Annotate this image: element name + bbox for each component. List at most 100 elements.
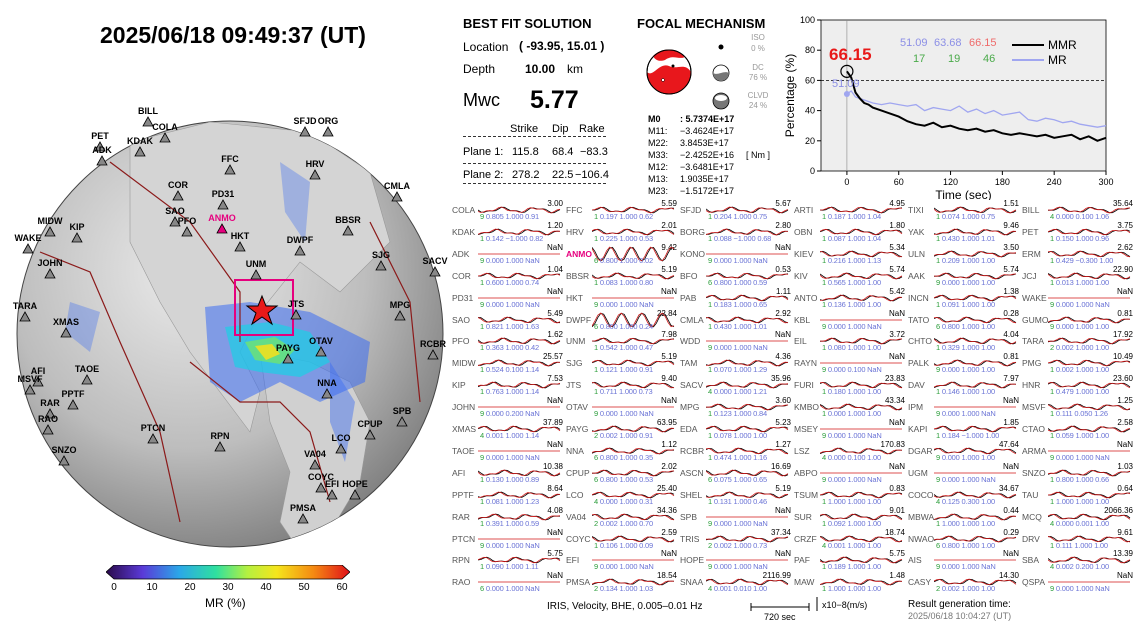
station-label: COYC [308, 472, 335, 482]
waveform-trace [820, 428, 902, 430]
fit-values: 1 1.000 1.000 1.00 [936, 518, 995, 528]
waveform-cell-lco: LCO 25.40 4 0.000 1.000 0.31 [564, 484, 678, 506]
station-label: KIP [69, 222, 84, 232]
waveform-cell-cpup: CPUP 2.02 6 0.800 1.000 0.53 [564, 462, 678, 484]
waveform-cell-sfjd: SFJD 5.67 1 0.204 1.000 0.75 [678, 199, 792, 221]
mr-value: 1.62 [547, 330, 563, 340]
location-label: Location [463, 40, 509, 54]
waveform-trace [706, 340, 788, 342]
waveform-cell-wake: WAKE NaN 9 0.000 1.000 NaN [1020, 287, 1134, 309]
station-label: PET [91, 131, 109, 141]
station-code: MSVF [1022, 402, 1046, 413]
waveform-trace [592, 272, 675, 280]
station-code: PPTF [452, 489, 474, 500]
mr-value: NaN [1116, 439, 1133, 449]
station-label: WAKE [15, 233, 42, 243]
station-code: DRV [1022, 533, 1040, 544]
waveform-trace [706, 425, 789, 433]
waveform-cell-dwpf: DWPF 22.84 6 0.800 1.000 0.24 [564, 309, 678, 331]
waveform-cell-cola: COLA 3.00 9 0.805 1.000 0.91 [450, 199, 564, 221]
mr-value: 1.11 [776, 286, 791, 296]
waveform-trace [820, 206, 903, 214]
station-code: AFI [452, 467, 466, 478]
waveform-cell-kdak: KDAK 1.20 1 0.142 −1.000 0.82 [450, 221, 564, 243]
fit-values: 4 0.000 0.100 1.00 [822, 452, 881, 462]
waveform-trace [706, 403, 789, 411]
station-code: GUMO [1022, 314, 1049, 325]
fit-values: 4 0.002 0.200 1.00 [1050, 562, 1109, 572]
fit-values: 1 0.131 1.000 0.46 [708, 496, 767, 506]
waveform-trace [592, 513, 675, 520]
station-label: ANMO [208, 213, 236, 223]
waveform-cell-kono: KONO NaN 9 0.000 1.000 NaN [678, 243, 792, 265]
waveform-trace [478, 316, 561, 323]
station-marker-adk: ADK [92, 145, 112, 166]
fit-values: 6 0.000 1.000 NaN [480, 584, 540, 594]
station-marker-otav: OTAV [309, 336, 333, 357]
waveform-trace [934, 228, 1017, 236]
station-code: TIXI [908, 205, 924, 215]
fit-values: 4 0.001 0.010 1.00 [708, 584, 767, 594]
fit-values: 4 0.001 1.000 1.00 [822, 540, 881, 550]
mr-value: 5.19 [775, 483, 791, 493]
waveform-cell-sba: SBA 13.39 4 0.002 0.200 1.00 [1020, 549, 1134, 572]
fit-values: 1 0.329 1.000 1.00 [936, 343, 995, 353]
fit-values: 1 0.225 1.000 0.53 [594, 233, 653, 243]
station-label: LCO [332, 433, 351, 443]
mr-value: NaN [660, 549, 677, 559]
tensor-unit: [ Nm ] [746, 150, 770, 160]
waveform-cell-ais: AIS NaN 9 0.000 1.000 NaN [906, 549, 1020, 571]
amplitude-scale-label: x10−8(m/s) [822, 600, 868, 610]
fit-values: 9 0.805 1.000 0.91 [480, 212, 539, 221]
waveform-trace [820, 447, 903, 455]
waveform-trace [934, 447, 1017, 455]
fit-values: 1 0.430 1.000 1.01 [708, 321, 767, 331]
waveform-trace [1048, 491, 1131, 499]
mr-value: 35.64 [1112, 199, 1133, 208]
dc-value: 76 % [748, 73, 768, 82]
waveform-cell-ffc: FFC 5.59 1 0.197 1.000 0.62 [564, 199, 678, 221]
station-code: TSUM [794, 489, 819, 500]
waveform-trace [478, 491, 561, 499]
fit-values: 9 0.000 1.000 NaN [1050, 584, 1110, 594]
mr-value: 5.19 [661, 352, 677, 362]
waveform-trace [820, 381, 903, 389]
mr-value: 25.57 [542, 352, 563, 362]
waveform-trace [1048, 228, 1131, 236]
station-label: UNM [246, 259, 267, 269]
waveform-trace [706, 381, 789, 389]
fit-values: 1 0.091 1.000 1.00 [936, 299, 995, 309]
mr-value: 0.53 [775, 264, 791, 274]
station-code: OTAV [566, 402, 588, 413]
mr-value: 5.19 [661, 264, 677, 274]
waveform-trace [1048, 272, 1131, 280]
fit-values: 1 0.081 1.000 1.23 [480, 496, 539, 506]
waveform-cell-furi: FURI 23.83 1 0.180 1.000 1.00 [792, 374, 906, 396]
waveform-trace [1048, 360, 1131, 367]
waveform-trace [592, 425, 675, 433]
mr-value: 9.46 [1003, 220, 1019, 230]
station-marker-john: JOHN [37, 258, 63, 279]
station-label: NNA [317, 378, 337, 388]
fit-values: 1 0.136 1.000 1.00 [822, 299, 881, 309]
station-code: RCBR [680, 445, 705, 456]
mr-start-marker [843, 90, 850, 97]
waveform-trace [478, 337, 561, 345]
mr-value: 2066.36 [1104, 505, 1133, 515]
mr-value: 1.12 [661, 439, 677, 449]
station-code: IPM [908, 402, 924, 413]
mr-value: 0.44 [1003, 505, 1019, 515]
station-code: JTS [566, 380, 582, 391]
fit-values: 6 0.800 1.000 0.53 [594, 474, 653, 484]
station-marker-bill: BILL [138, 106, 158, 127]
fit-values: 1 0.189 1.000 1.00 [822, 562, 881, 572]
station-code: SNAA [680, 577, 704, 588]
mr-value: NaN [1002, 461, 1019, 471]
mr-value: 0.83 [889, 483, 905, 493]
plot-area [820, 19, 1107, 172]
plane2-label: Plane 2: [463, 169, 504, 181]
clvd-icon [712, 92, 730, 110]
event-timestamp: 2025/06/18 09:49:37 (UT) [100, 22, 366, 48]
rake-header: Rake [579, 123, 605, 135]
waveform-cell-uln: ULN 3.50 1 0.209 1.000 1.00 [906, 243, 1020, 265]
